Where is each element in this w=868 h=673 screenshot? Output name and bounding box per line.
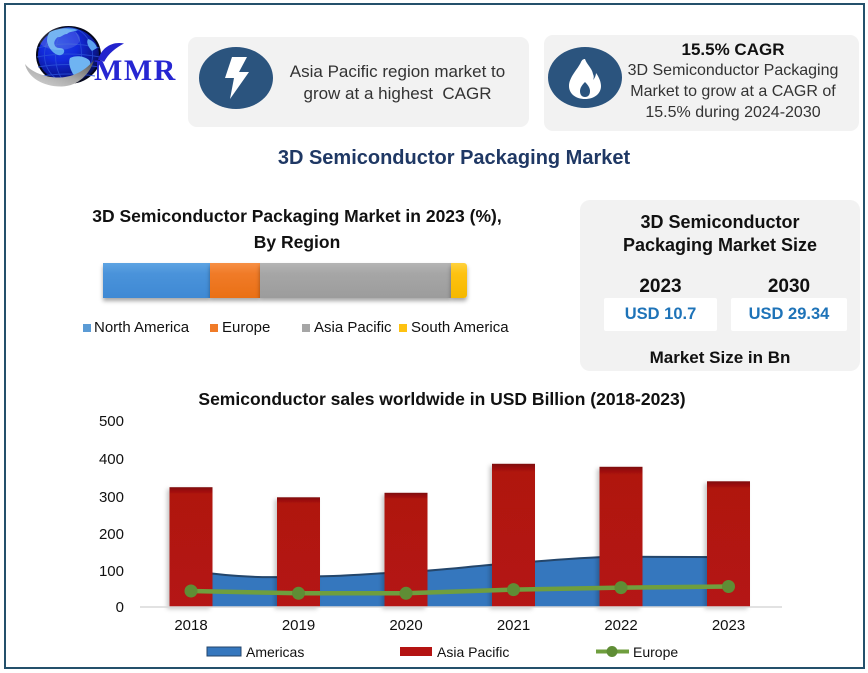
svg-text:200: 200 — [99, 526, 124, 543]
svg-text:Americas: Americas — [246, 644, 304, 660]
svg-text:Asia Pacific: Asia Pacific — [437, 644, 509, 660]
svg-text:2023: 2023 — [712, 617, 745, 634]
svg-text:0: 0 — [116, 599, 124, 616]
svg-text:300: 300 — [99, 489, 124, 506]
svg-text:2022: 2022 — [604, 617, 637, 634]
svg-text:100: 100 — [99, 563, 124, 580]
svg-text:MMR: MMR — [94, 54, 177, 87]
svg-text:2019: 2019 — [282, 617, 315, 634]
svg-text:2018: 2018 — [174, 617, 207, 634]
svg-text:2020: 2020 — [389, 617, 422, 634]
svg-text:500: 500 — [99, 413, 124, 430]
svg-text:Europe: Europe — [633, 644, 678, 660]
svg-text:2021: 2021 — [497, 617, 530, 634]
svg-text:400: 400 — [99, 451, 124, 468]
